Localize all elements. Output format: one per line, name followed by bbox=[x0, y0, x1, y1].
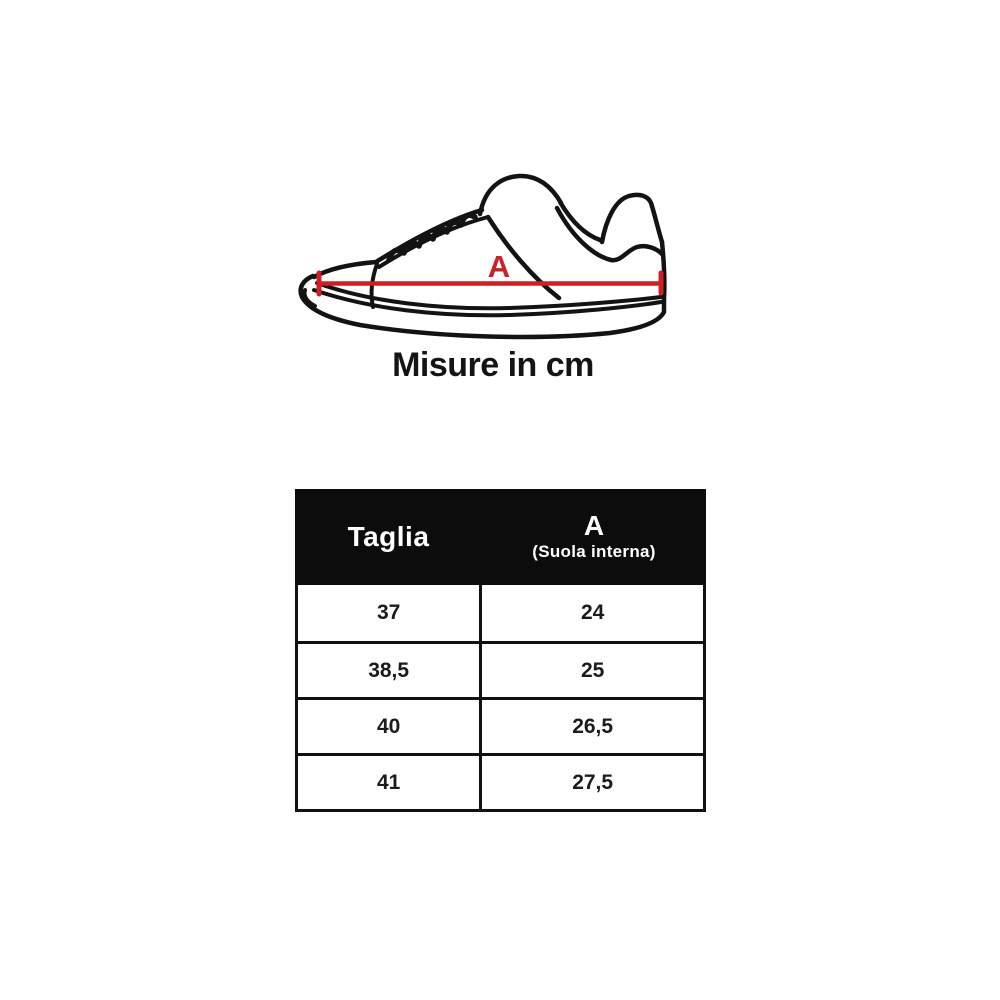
table-row: 41 27,5 bbox=[298, 753, 703, 809]
toe-bumper-line bbox=[302, 288, 317, 308]
table-row: 40 26,5 bbox=[298, 697, 703, 753]
cell-a: 27,5 bbox=[572, 770, 614, 794]
heel-edge-line bbox=[659, 239, 667, 301]
header-cell-a-sub: (Suola interna) bbox=[532, 542, 656, 561]
cell-taglia: 37 bbox=[298, 585, 483, 641]
collar-wave-line bbox=[554, 205, 665, 263]
table-row: 38,5 25 bbox=[298, 641, 703, 697]
table-row: 37 24 bbox=[298, 585, 703, 641]
cell-a: 25 bbox=[580, 658, 605, 682]
sneaker-illustration: A bbox=[298, 173, 667, 340]
collar-top-line bbox=[557, 199, 603, 243]
laces bbox=[386, 212, 478, 263]
cell-taglia: 40 bbox=[298, 700, 483, 753]
dimension-label: A bbox=[488, 249, 510, 284]
eyestay-line bbox=[377, 215, 490, 269]
cell-a: 24 bbox=[580, 601, 605, 624]
header-cell-taglia: Taglia bbox=[347, 521, 430, 552]
shoe-figure: A bbox=[280, 150, 720, 380]
midsole-lower-line bbox=[312, 288, 663, 318]
size-table-body: 37 24 38,5 25 40 26,5 41 27,5 bbox=[295, 585, 706, 812]
figure-caption: Misure in cm bbox=[392, 346, 594, 384]
size-table: Taglia A (Suola interna) 37 24 38,5 25 4… bbox=[295, 489, 706, 812]
header-cell-a-main: A bbox=[583, 510, 605, 541]
dimension-line bbox=[316, 270, 664, 297]
header-cell-a: A (Suola interna) bbox=[482, 489, 706, 585]
midsole-top-line bbox=[315, 281, 663, 311]
heel-tab-line bbox=[599, 192, 665, 245]
cell-taglia: 41 bbox=[298, 756, 483, 809]
tongue-line bbox=[477, 173, 564, 217]
size-table-header: Taglia A (Suola interna) bbox=[295, 489, 706, 585]
outsole-line bbox=[298, 273, 667, 340]
quarter-seam-line bbox=[485, 214, 562, 301]
cell-taglia: 38,5 bbox=[298, 644, 483, 697]
cell-a: 26,5 bbox=[572, 714, 614, 738]
